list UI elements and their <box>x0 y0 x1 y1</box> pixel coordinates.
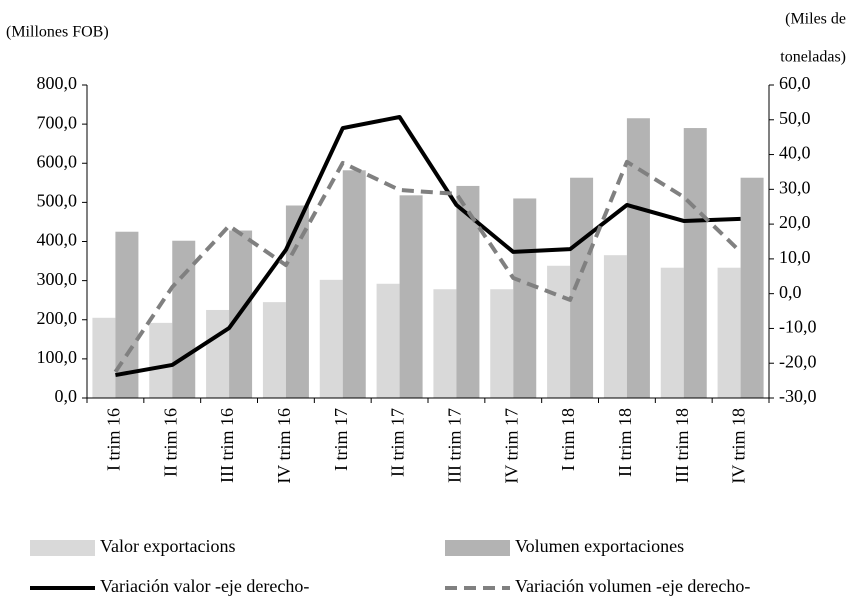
bar <box>206 309 230 398</box>
bar <box>92 317 116 398</box>
x-tick-label: IV trim 17 <box>501 408 521 484</box>
bar <box>262 302 286 398</box>
bar <box>285 205 309 398</box>
x-tick-label: IV trim 18 <box>729 408 749 484</box>
y-tick-label: 300,0 <box>37 269 78 289</box>
x-tick-label: I trim 16 <box>104 408 124 471</box>
bar <box>342 170 366 398</box>
y-tick-label: 400,0 <box>37 230 78 250</box>
x-tick-label: I trim 18 <box>558 408 578 471</box>
line-series <box>115 114 741 378</box>
legend-swatch <box>30 540 95 556</box>
bar <box>490 289 514 398</box>
y2-axis-title: (Miles de <box>785 11 846 28</box>
x-tick-label: III trim 17 <box>445 408 465 483</box>
bar <box>603 255 627 398</box>
bar <box>172 240 196 398</box>
x-tick-label: II trim 16 <box>160 408 180 477</box>
bar <box>660 267 684 398</box>
y-tick-label: 800,0 <box>37 73 78 93</box>
y2-tick-label: -10,0 <box>779 317 817 337</box>
x-tick-label: III trim 18 <box>672 408 692 483</box>
line-series <box>113 159 742 374</box>
y2-axis-title: toneladas) <box>780 49 846 66</box>
bar <box>717 267 741 398</box>
x-tick-label: II trim 18 <box>615 408 635 477</box>
y2-tick-label: 20,0 <box>779 212 811 232</box>
y-tick-label: 700,0 <box>37 112 78 132</box>
y2-tick-label: 60,0 <box>779 73 811 93</box>
y2-tick-label: 0,0 <box>779 282 802 302</box>
bar <box>570 177 594 398</box>
bar <box>456 185 480 398</box>
y-tick-label: 500,0 <box>37 191 78 211</box>
bar <box>547 265 571 398</box>
legend-label: Variación valor -eje derecho- <box>100 576 309 596</box>
bar <box>399 195 423 398</box>
bar <box>319 279 343 398</box>
x-tick-label: IV trim 16 <box>274 408 294 484</box>
y2-tick-label: 50,0 <box>779 108 811 128</box>
legend-swatch <box>445 540 510 556</box>
x-tick-label: I trim 17 <box>331 408 351 471</box>
y-tick-label: 0,0 <box>55 386 78 406</box>
y-axis-title: (Millones FOB) <box>6 24 109 41</box>
bar <box>376 283 400 398</box>
legend-label: Variación volumen -eje derecho- <box>515 576 750 596</box>
x-tick-label: III trim 16 <box>217 408 237 483</box>
y2-tick-label: -30,0 <box>779 386 817 406</box>
legend-label: Volumen exportaciones <box>515 536 684 556</box>
y-tick-label: 600,0 <box>37 151 78 171</box>
bar <box>740 177 764 398</box>
x-tick-label: II trim 17 <box>388 408 408 477</box>
bar <box>149 322 173 398</box>
bar <box>683 128 707 398</box>
y-tick-label: 100,0 <box>37 347 78 367</box>
bar <box>433 289 457 398</box>
y2-tick-label: -20,0 <box>779 351 817 371</box>
y-tick-label: 200,0 <box>37 308 78 328</box>
bar <box>115 231 139 398</box>
y2-tick-label: 10,0 <box>779 247 811 267</box>
legend-label: Valor exportacions <box>100 536 235 556</box>
bar <box>513 198 537 398</box>
y2-tick-label: 40,0 <box>779 143 811 163</box>
bar <box>626 118 650 398</box>
y2-tick-label: 30,0 <box>779 177 811 197</box>
